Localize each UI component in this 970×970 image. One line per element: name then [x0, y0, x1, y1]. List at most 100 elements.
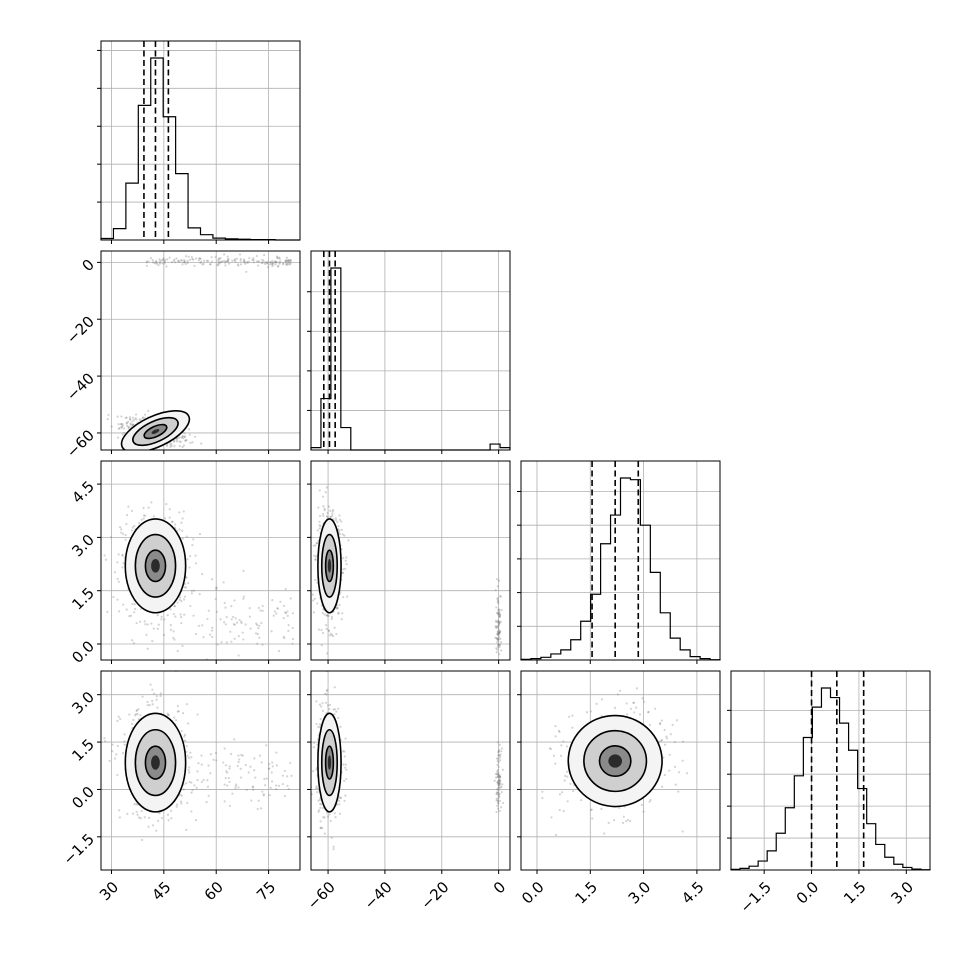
scatter-point: [560, 791, 564, 794]
scatter-point: [243, 261, 246, 264]
scatter-point: [219, 257, 222, 260]
scatter-point: [117, 580, 120, 583]
scatter-point: [318, 524, 321, 527]
scatter-point: [613, 706, 617, 709]
scatter-point: [343, 534, 346, 537]
scatter-point: [116, 598, 119, 601]
panel-frame: [520, 460, 721, 661]
scatter-point: [276, 607, 279, 610]
scatter-point: [289, 597, 292, 600]
scatter-point: [647, 710, 650, 713]
scatter-point: [558, 808, 561, 812]
scatter-point: [274, 260, 277, 263]
scatter-point: [500, 649, 503, 652]
scatter-point: [188, 566, 191, 569]
contour-line: [317, 712, 342, 813]
scatter-point: [243, 260, 246, 263]
scatter-point: [565, 770, 569, 773]
scatter-point: [281, 782, 284, 786]
scatter-point: [498, 793, 501, 796]
scatter-point: [219, 618, 222, 621]
scatter-point: [668, 753, 671, 756]
scatter-point: [124, 538, 127, 541]
scatter-point: [344, 766, 347, 769]
scatter-point: [270, 262, 273, 265]
scatter-point: [571, 726, 574, 729]
scatter-point: [135, 622, 138, 625]
scatter-point: [286, 261, 289, 264]
scatter-point: [261, 643, 264, 646]
scatter-point: [541, 790, 544, 793]
y-tick-label: 0.0: [68, 637, 98, 667]
scatter-point: [344, 763, 347, 766]
scatter-point: [589, 808, 593, 811]
scatter-point: [287, 260, 290, 263]
scatter-point: [151, 640, 154, 643]
scatter-point: [135, 709, 138, 712]
scatter-point: [288, 260, 291, 263]
scatter-point: [139, 714, 142, 717]
scatter-point: [134, 712, 138, 716]
scatter-point: [144, 514, 147, 517]
scatter-point: [242, 595, 246, 598]
scatter-point: [496, 648, 499, 651]
scatter-point: [160, 618, 163, 621]
scatter-point: [145, 261, 148, 264]
scatter-point: [342, 568, 345, 571]
scatter-point: [499, 775, 502, 778]
scatter-point: [248, 256, 251, 260]
scatter-point: [603, 832, 606, 835]
scatter-point: [496, 641, 499, 644]
scatter-point: [258, 754, 262, 757]
scatter-point: [121, 433, 124, 436]
scatter-point: [176, 704, 180, 708]
scatter-point: [181, 537, 184, 540]
scatter-point: [496, 619, 500, 622]
density-core: [151, 755, 160, 770]
scatter-point: [260, 761, 263, 764]
scatter-point: [137, 708, 140, 711]
scatter-point: [241, 754, 244, 757]
scatter-point: [233, 738, 236, 741]
scatter-point: [325, 693, 328, 696]
scatter-point: [340, 528, 343, 531]
scatter-point: [254, 776, 257, 779]
scatter-point: [558, 793, 562, 796]
scatter-point: [152, 627, 155, 630]
scatter-point: [233, 623, 236, 626]
scatter-point: [128, 416, 132, 419]
contour-line: [144, 549, 167, 583]
panel-frame: [100, 250, 301, 451]
scatter-point: [345, 562, 348, 566]
scatter-point: [182, 444, 186, 447]
scatter-point: [258, 636, 261, 639]
scatter-point: [497, 784, 501, 788]
scatter-point: [541, 796, 544, 800]
scatter-point: [646, 711, 650, 714]
scatter-point: [270, 780, 274, 783]
scatter-point: [115, 753, 118, 756]
contour-line: [120, 409, 191, 450]
scatter-point: [223, 621, 226, 624]
scatter-point: [276, 607, 279, 610]
scatter-point: [600, 698, 604, 701]
scatter-point: [278, 257, 281, 260]
scatter-point: [124, 534, 127, 537]
scatter-point: [193, 784, 196, 787]
scatter-point: [329, 509, 332, 512]
scatter-point: [323, 613, 326, 616]
scatter-point: [255, 622, 258, 625]
scatter-point: [155, 260, 158, 263]
y-tick-label: 0: [79, 256, 98, 275]
scatter-point: [498, 776, 502, 779]
scatter-point: [169, 445, 172, 449]
panel-content: [311, 671, 505, 851]
scatter-point: [116, 719, 119, 723]
scatter-point: [262, 794, 265, 797]
scatter-point: [133, 603, 136, 606]
scatter-point: [172, 612, 175, 616]
scatter-point: [499, 753, 502, 756]
hist-panel-1: [307, 250, 511, 454]
x-tick-label: 1.5: [571, 878, 601, 908]
